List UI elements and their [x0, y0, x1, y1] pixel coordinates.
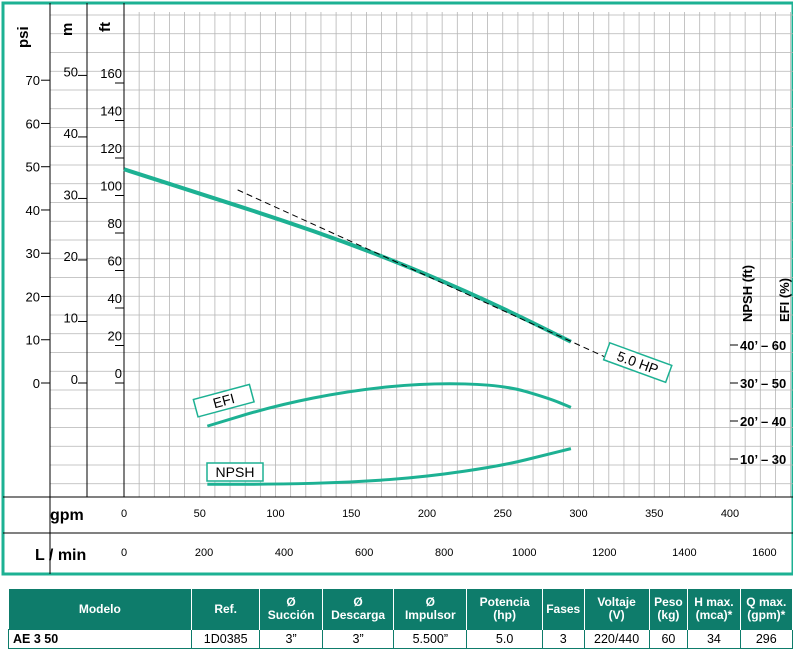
- chart-frame: [1, 1, 793, 576]
- efi-curve-label: EFI: [211, 390, 236, 411]
- specs-table: Modelo Ref. Ø Succión Ø Descarga Ø Impulsor Pote…: [7, 589, 793, 649]
- lmin-tick-label: 1400: [672, 547, 696, 559]
- chart-structure: [3, 3, 793, 574]
- table-header-cell: H max. (mca)*: [687, 589, 741, 630]
- table-header-cell: Peso (kg): [649, 589, 689, 630]
- chart-ticks: 0204060801001201401600102030405001020304…: [26, 64, 787, 559]
- lmin-tick-label: 600: [355, 547, 373, 559]
- psi-tick-label: 30: [26, 246, 40, 261]
- table-cell: 5.500”: [393, 629, 468, 649]
- table-body: AE 3 50 1D0385 3” 3” 5.500” 5.0 3 220/440 60 34 29…: [7, 629, 793, 649]
- m-tick-label: 40: [64, 126, 78, 141]
- table-cell: 220/440: [583, 629, 650, 649]
- table-header-cell: Ø Succión: [259, 589, 323, 630]
- head-curve: [123, 167, 572, 344]
- table-cell: 3”: [259, 629, 323, 649]
- m-tick-label: 0: [71, 372, 78, 387]
- gpm-tick-label: 50: [194, 508, 206, 520]
- efi-curve-label-box: [192, 383, 255, 418]
- gpm-tick-label: 200: [418, 508, 436, 520]
- ft-tick-label: 60: [108, 254, 122, 269]
- psi-tick-label: 50: [26, 160, 40, 175]
- lmin-tick-label: 1200: [592, 547, 616, 559]
- table-header-row: Modelo Ref. Ø Succión Ø Descarga Ø Impulsor Pote…: [8, 589, 793, 630]
- table-header-cell: Ø Descarga: [322, 589, 395, 630]
- table-header-cell: Ø Impulsor: [393, 589, 468, 630]
- chart-grid: [50, 12, 793, 497]
- m-tick-label: 20: [64, 249, 78, 264]
- m-axis-label: m: [59, 23, 76, 36]
- chart-curves: [123, 167, 610, 486]
- psi-tick-label: 20: [26, 289, 40, 304]
- chart-labels: psi m ft gpm L / min NPSH (ft) EFI (%) 5.0 HP EF…: [15, 22, 792, 564]
- head-curve-label-box: [602, 341, 673, 384]
- efi-axis-label: EFI (%): [777, 278, 792, 322]
- npsh-curve: [207, 447, 572, 486]
- m-tick-label: 30: [64, 187, 78, 202]
- pump-curve-chart: 0204060801001201401600102030405001020304…: [1, 1, 793, 576]
- lmin-tick-label: 800: [435, 547, 453, 559]
- right-tick-label: 20’ – 40: [740, 414, 786, 429]
- table-header-cell: Potencia (hp): [466, 589, 543, 630]
- table-cell: 1D0385: [191, 629, 261, 649]
- ft-tick-label: 160: [100, 66, 122, 81]
- npsh-axis-label: NPSH (ft): [740, 265, 755, 322]
- lmin-tick-label: 200: [195, 547, 213, 559]
- table-header-cell: Voltaje (V): [584, 589, 650, 630]
- lmin-tick-label: 400: [275, 547, 293, 559]
- npsh-curve-label-group: NPSH: [206, 462, 264, 482]
- ft-axis-label: ft: [97, 22, 114, 32]
- gpm-axis-label: gpm: [50, 507, 84, 524]
- right-tick-label: 40’ – 60: [740, 338, 786, 353]
- gpm-tick-label: 400: [721, 508, 739, 520]
- efi-curve-label-group: EFI: [192, 383, 255, 418]
- npsh-curve-label: NPSH: [216, 464, 255, 480]
- gpm-tick-label: 250: [494, 508, 512, 520]
- ft-tick-label: 0: [115, 366, 122, 381]
- table-cell: AE 3 50: [7, 629, 193, 649]
- gpm-tick-label: 350: [645, 508, 663, 520]
- psi-tick-label: 60: [26, 116, 40, 131]
- ft-tick-label: 120: [100, 141, 122, 156]
- npsh-curve-label-box: [206, 462, 264, 482]
- lmin-axis-label: L / min: [35, 547, 86, 564]
- table-cell: 60: [648, 629, 689, 649]
- psi-tick-label: 70: [26, 73, 40, 88]
- gpm-tick-label: 100: [266, 508, 284, 520]
- psi-axis-label: psi: [15, 26, 32, 48]
- table-cell: 3”: [321, 629, 395, 649]
- gpm-tick-label: 150: [342, 508, 360, 520]
- right-tick-label: 10’ – 30: [740, 452, 786, 467]
- ft-tick-label: 100: [100, 179, 122, 194]
- psi-tick-label: 40: [26, 203, 40, 218]
- table-header-cell: Fases: [542, 589, 585, 630]
- table-header-cell: Q max. (gpm)*: [740, 589, 793, 630]
- table-row: AE 3 50 1D0385 3” 3” 5.500” 5.0 3 220/440 60 34 29…: [7, 629, 793, 649]
- table-cell: 3: [541, 629, 585, 649]
- psi-tick-label: 0: [33, 376, 40, 391]
- psi-tick-label: 10: [26, 333, 40, 348]
- gpm-tick-label: 300: [569, 508, 587, 520]
- ft-tick-label: 140: [100, 104, 122, 119]
- table-cell: 34: [687, 629, 741, 649]
- table-cell: 5.0: [466, 629, 543, 649]
- head-curve-label-group: 5.0 HP: [602, 341, 673, 384]
- ft-tick-label: 40: [108, 291, 122, 306]
- m-tick-label: 10: [64, 310, 78, 325]
- table-cell: 296: [739, 629, 793, 649]
- dashed-reference-line: [237, 189, 610, 360]
- efficiency-curve: [206, 382, 572, 428]
- ft-tick-label: 80: [108, 216, 122, 231]
- table-header-cell: Ref.: [191, 589, 261, 630]
- lmin-tick-label: 0: [121, 547, 127, 559]
- lmin-tick-label: 1600: [752, 547, 776, 559]
- table-header-cell: Modelo: [8, 589, 193, 630]
- ft-tick-label: 20: [108, 329, 122, 344]
- gpm-tick-label: 0: [121, 508, 127, 520]
- right-tick-label: 30’ – 50: [740, 376, 786, 391]
- m-tick-label: 50: [64, 64, 78, 79]
- lmin-tick-label: 1000: [512, 547, 536, 559]
